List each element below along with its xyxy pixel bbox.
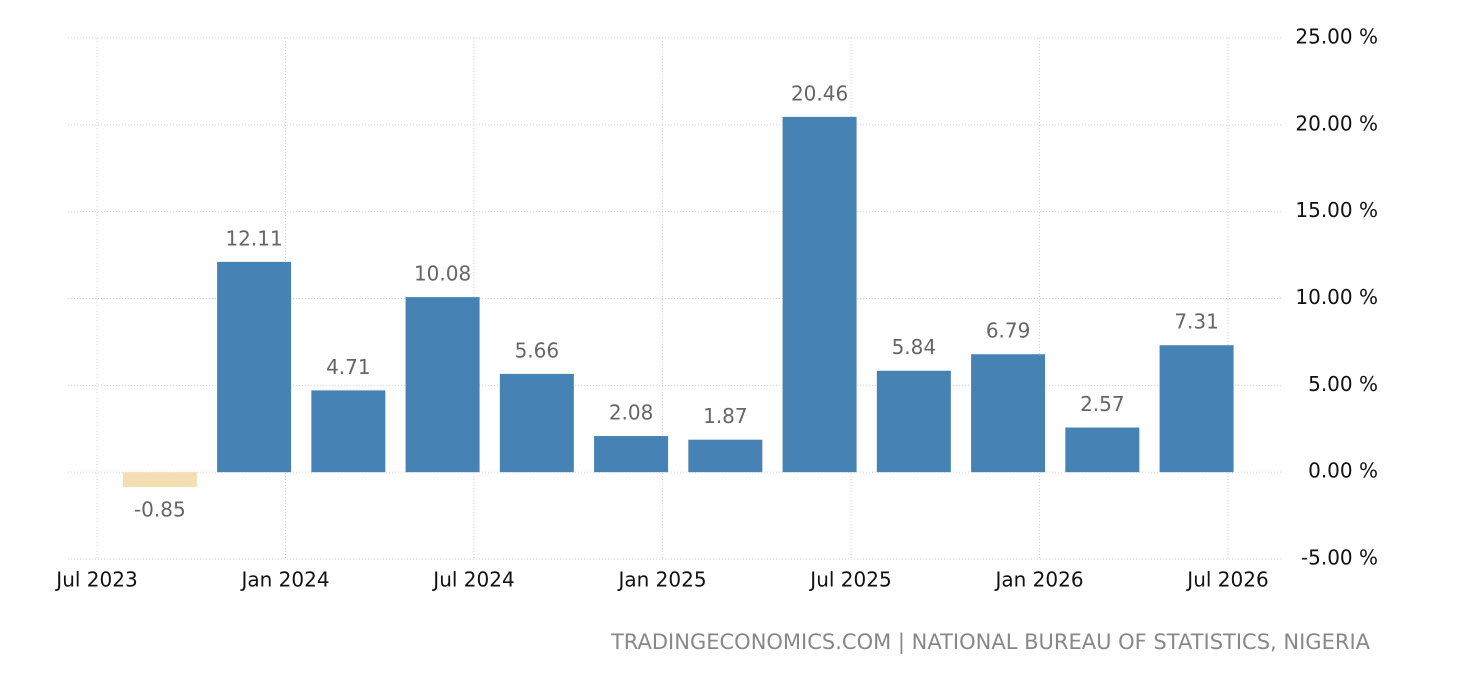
bar (1159, 345, 1234, 473)
bar (405, 297, 480, 473)
x-tick-label: Jul 2024 (431, 568, 514, 592)
data-label: 5.84 (892, 335, 937, 359)
y-tick-label: 25.00 % (1295, 25, 1378, 49)
data-label: -0.85 (134, 497, 186, 521)
bar (782, 116, 857, 473)
x-tick-label: Jul 2023 (54, 568, 137, 592)
y-tick-label: 10.00 % (1295, 285, 1378, 309)
x-tick-label: Jul 2026 (1185, 568, 1268, 592)
y-tick-label: 0.00 % (1308, 459, 1378, 483)
data-label: 2.08 (609, 401, 654, 425)
bar (876, 370, 951, 473)
y-tick-label: 20.00 % (1295, 111, 1378, 135)
data-label: 20.46 (791, 81, 848, 105)
x-tick-label: Jan 2024 (239, 568, 329, 592)
data-label: 4.71 (326, 355, 371, 379)
x-tick-label: Jan 2026 (993, 568, 1083, 592)
bar (311, 390, 386, 473)
data-label: 10.08 (414, 262, 471, 286)
x-tick-label: Jan 2025 (616, 568, 706, 592)
bar (217, 261, 292, 473)
bar (971, 354, 1046, 473)
data-label: 5.66 (515, 338, 560, 362)
bar (499, 373, 574, 473)
x-tick-label: Jul 2025 (808, 568, 891, 592)
data-label: 6.79 (986, 319, 1031, 343)
y-tick-label: 5.00 % (1308, 372, 1378, 396)
source: TRADINGECONOMICS.COM | NATIONAL BUREAU O… (610, 630, 1371, 655)
data-label: 7.31 (1174, 310, 1219, 334)
data-label: 1.87 (703, 404, 748, 428)
y-tick-label: 15.00 % (1295, 198, 1378, 222)
bar (688, 439, 763, 473)
bar (122, 472, 197, 487)
data-label: 12.11 (225, 226, 282, 250)
bar (1065, 427, 1140, 473)
data-label: 2.57 (1080, 392, 1125, 416)
bar (594, 436, 669, 473)
y-tick-label: -5.00 % (1301, 546, 1378, 570)
